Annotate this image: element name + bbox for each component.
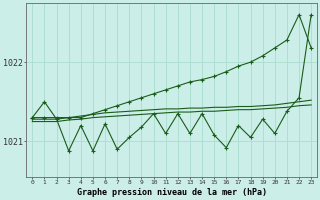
X-axis label: Graphe pression niveau de la mer (hPa): Graphe pression niveau de la mer (hPa) <box>77 188 267 197</box>
